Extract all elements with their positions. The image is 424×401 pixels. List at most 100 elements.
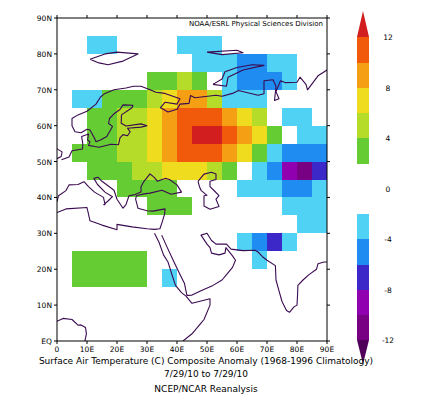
cell	[72, 233, 88, 252]
cell	[312, 108, 327, 127]
cell	[177, 108, 193, 127]
cell	[57, 197, 73, 216]
cell	[147, 36, 163, 55]
cell	[282, 36, 298, 55]
color-bar-band	[357, 113, 369, 139]
y-tick	[54, 269, 57, 270]
cell	[282, 72, 298, 91]
cell	[57, 305, 73, 324]
y-tick	[327, 341, 330, 342]
x-tick-label: 70E	[260, 345, 275, 354]
cell	[132, 197, 148, 216]
cell	[117, 287, 133, 306]
cell	[252, 269, 268, 288]
cell	[312, 215, 327, 234]
cell	[237, 305, 253, 324]
cell	[177, 305, 193, 324]
cell	[297, 54, 313, 73]
y-tick	[54, 125, 57, 126]
cell	[57, 287, 73, 306]
cell	[162, 54, 178, 73]
cell	[147, 251, 163, 270]
cell	[117, 251, 133, 270]
cell	[72, 72, 88, 91]
y-tick-label: 50N	[37, 158, 52, 167]
cell	[222, 305, 238, 324]
cell	[282, 251, 298, 270]
color-bar-over	[357, 11, 369, 37]
y-tick-label: 20N	[37, 265, 52, 274]
source-label: NOAA/ESRL Physical Sciences Division	[189, 20, 323, 28]
cell	[252, 90, 268, 109]
cell	[102, 18, 118, 37]
x-tick	[207, 15, 208, 18]
cell	[177, 36, 193, 55]
cell	[72, 197, 88, 216]
cell	[57, 323, 73, 341]
cell	[177, 126, 193, 145]
color-bar-label: -8	[384, 286, 392, 295]
cell	[207, 180, 223, 199]
x-tick-label: 80E	[290, 345, 305, 354]
cell	[162, 72, 178, 91]
cell	[252, 144, 268, 163]
cell	[312, 36, 327, 55]
cell	[72, 162, 88, 181]
cell	[267, 144, 283, 163]
cell	[312, 287, 327, 306]
cell	[72, 269, 88, 288]
cell	[312, 162, 327, 181]
cell	[162, 162, 178, 181]
cell	[72, 144, 88, 163]
cell	[222, 197, 238, 216]
cell	[312, 144, 327, 163]
color-bar-band	[357, 214, 369, 240]
cell	[117, 323, 133, 341]
cell	[177, 72, 193, 91]
color-bar-band	[357, 290, 369, 316]
cell	[57, 215, 73, 234]
cell	[117, 18, 133, 37]
cell	[57, 18, 73, 37]
cell	[147, 233, 163, 252]
cell	[267, 54, 283, 73]
x-tick	[267, 15, 268, 18]
cell	[102, 215, 118, 234]
cell	[312, 251, 327, 270]
cell	[267, 233, 283, 252]
cell	[117, 305, 133, 324]
cell	[87, 72, 103, 91]
cell	[72, 90, 88, 109]
cell	[162, 90, 178, 109]
cell	[147, 72, 163, 91]
y-tick-label: 10N	[37, 301, 52, 310]
x-tick-label: 10E	[80, 345, 95, 354]
cell	[207, 162, 223, 181]
cell	[282, 108, 298, 127]
cell	[102, 90, 118, 109]
cell	[297, 72, 313, 91]
cell	[267, 162, 283, 181]
cell	[87, 269, 103, 288]
cell	[162, 126, 178, 145]
cell	[102, 287, 118, 306]
cell	[132, 126, 148, 145]
cell	[57, 126, 73, 145]
cell	[132, 108, 148, 127]
cell	[237, 126, 253, 145]
cell	[72, 215, 88, 234]
x-tick-label: 30E	[140, 345, 155, 354]
x-tick	[177, 341, 178, 344]
cell	[252, 108, 268, 127]
cell	[267, 215, 283, 234]
cell	[57, 72, 73, 91]
y-tick	[54, 18, 57, 19]
cell	[297, 162, 313, 181]
x-tick	[87, 15, 88, 18]
cell	[72, 54, 88, 73]
cell	[297, 180, 313, 199]
cell	[297, 251, 313, 270]
cell	[87, 197, 103, 216]
cell	[102, 251, 118, 270]
y-tick-label: 70N	[37, 86, 52, 95]
